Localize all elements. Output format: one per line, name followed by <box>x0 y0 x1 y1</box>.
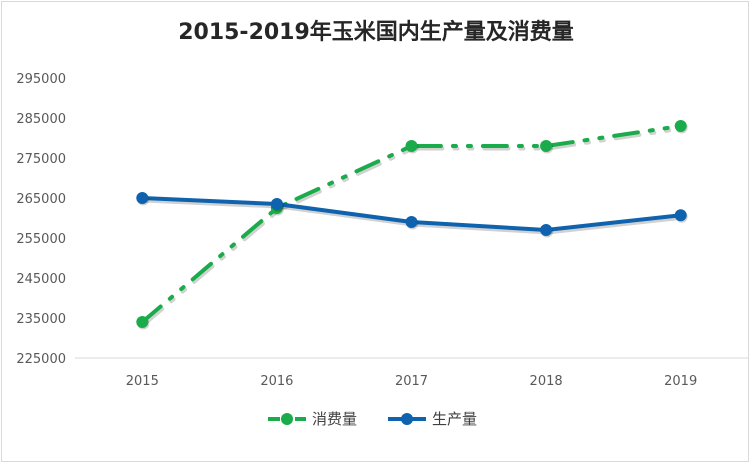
data-point-production <box>540 224 553 236</box>
y-tick-label: 275000 <box>16 152 66 167</box>
x-tick-label: 2017 <box>395 374 428 389</box>
y-tick-label: 235000 <box>16 312 66 327</box>
y-tick-label: 245000 <box>16 272 66 287</box>
x-tick-label: 2018 <box>530 374 563 389</box>
y-tick-label: 255000 <box>16 232 66 247</box>
legend-label-production: 生产量 <box>432 410 477 428</box>
chart-title: 2015-2019年玉米国内生产量及消费量 <box>178 20 574 45</box>
y-tick-label: 265000 <box>16 192 66 207</box>
data-point-production <box>674 209 687 222</box>
data-point-consumption <box>674 120 687 132</box>
data-point-production <box>270 198 283 210</box>
y-tick-label: 225000 <box>16 352 66 367</box>
series-shadow-consumption <box>141 126 685 327</box>
legend-label-consumption: 消费量 <box>312 410 357 428</box>
legend-marker-production <box>401 413 413 425</box>
legend-marker-consumption <box>281 413 293 425</box>
y-tick-label: 285000 <box>16 112 66 127</box>
x-tick-label: 2015 <box>126 374 159 389</box>
data-point-consumption <box>405 140 418 152</box>
data-point-consumption <box>136 316 149 328</box>
x-tick-label: 2019 <box>664 374 697 389</box>
series-line-consumption <box>140 124 683 324</box>
data-point-production <box>405 216 418 228</box>
y-tick-label: 295000 <box>16 72 66 87</box>
data-point-consumption <box>540 140 553 152</box>
data-point-production <box>136 192 149 204</box>
x-tick-label: 2016 <box>260 374 293 389</box>
